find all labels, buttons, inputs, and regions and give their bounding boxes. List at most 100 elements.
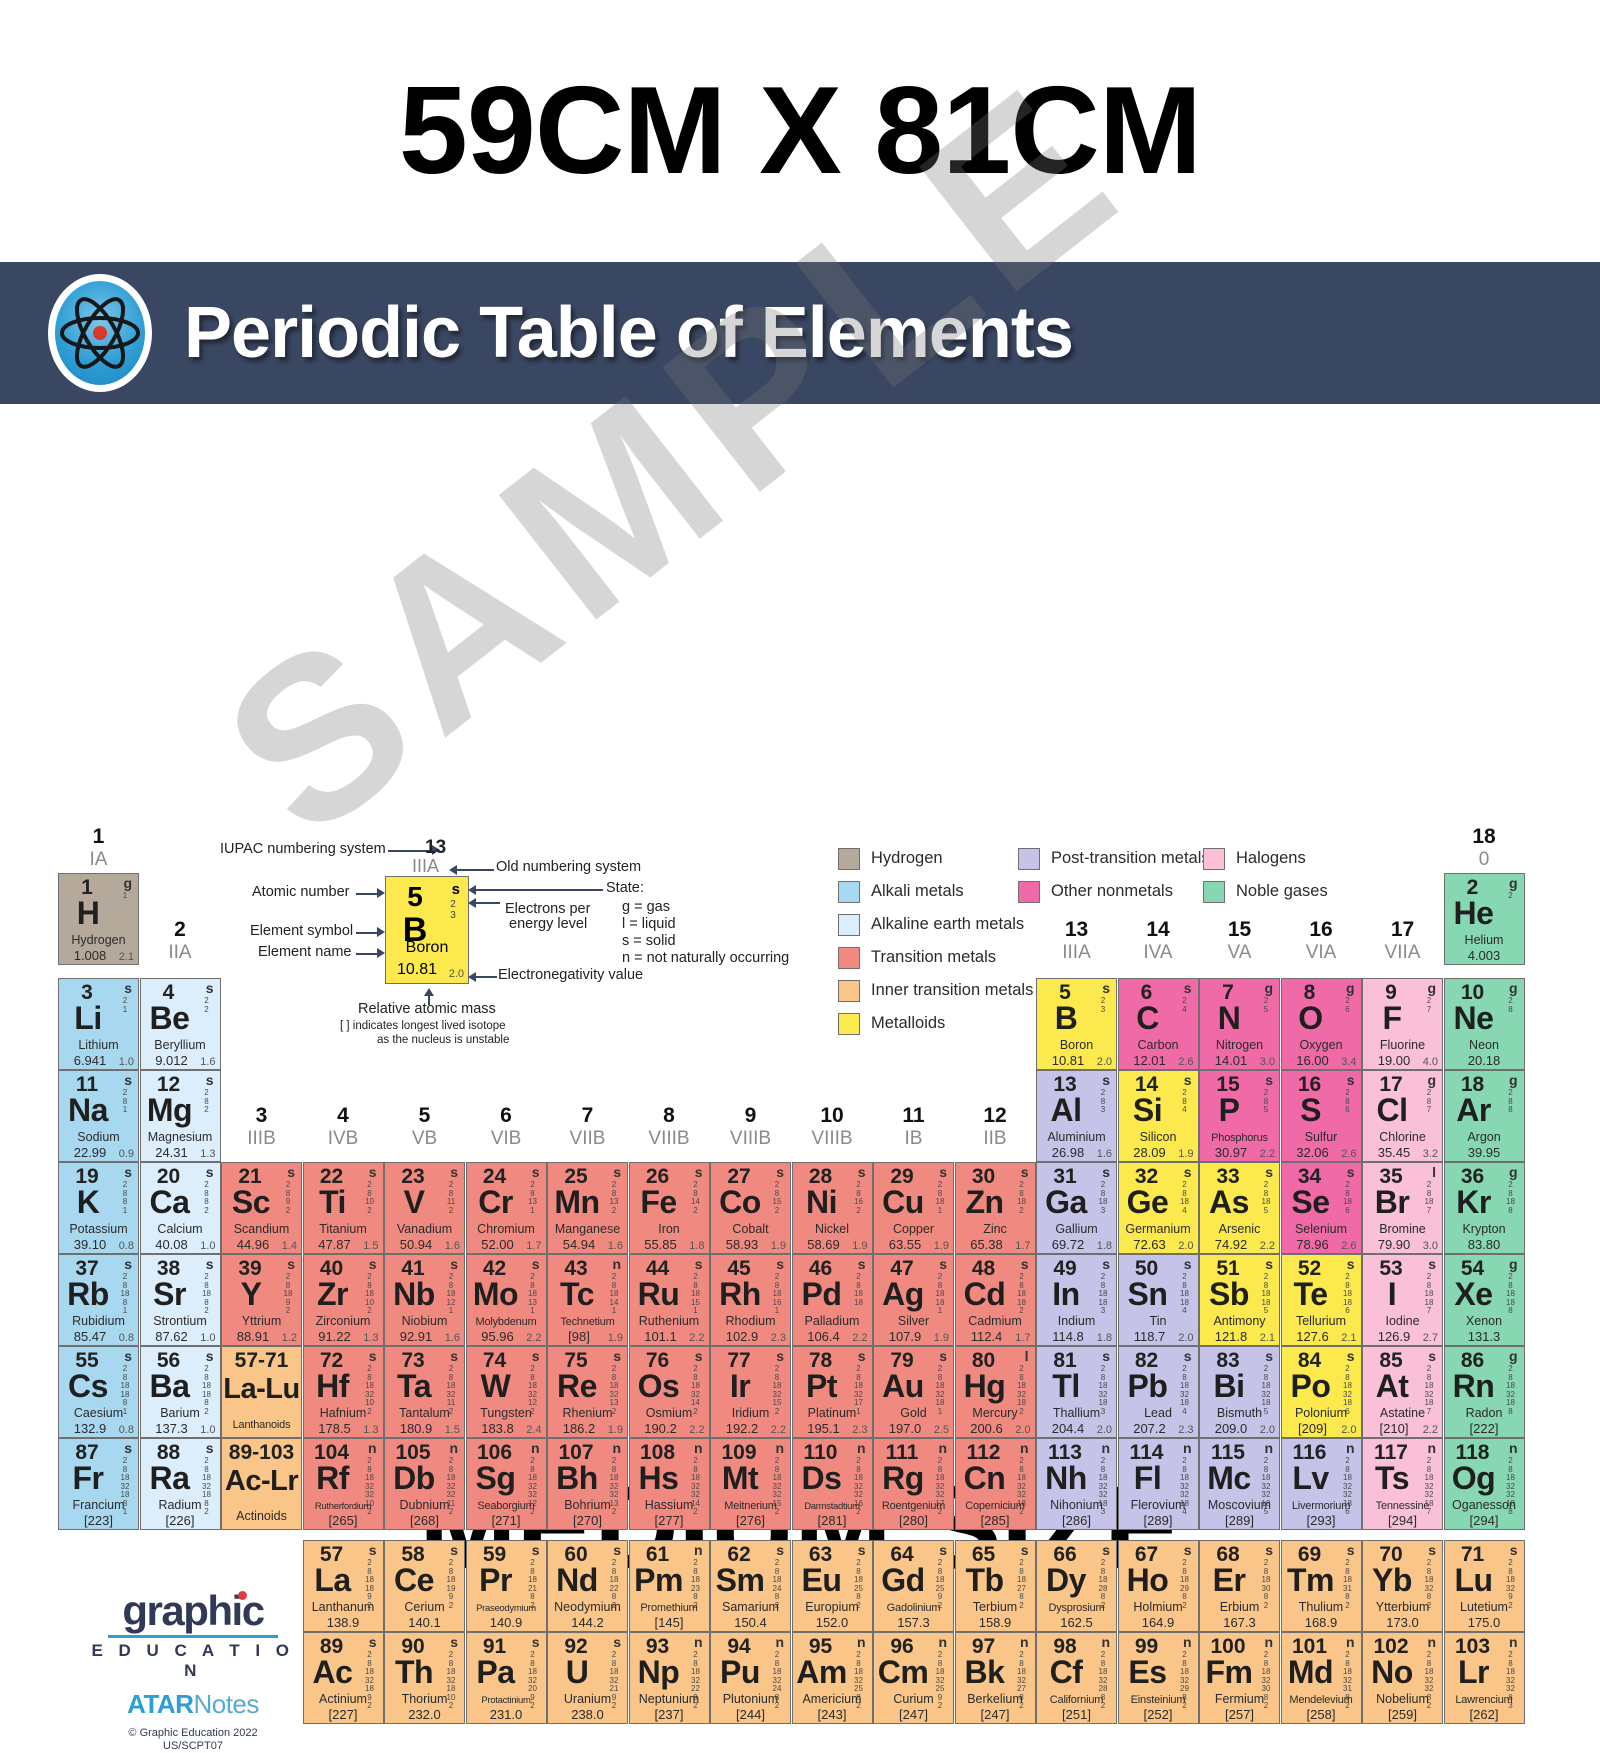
lanthanide-eu[interactable]: 63 s 2 8 18 25 8 2 Eu Europium 152.0: [791, 1540, 873, 1632]
element-c[interactable]: 6 s 2 4 C Carbon 12.01 2.6: [1117, 978, 1199, 1070]
element-hs[interactable]: 108 n 2 8 18 32 32 14 2 Hs Hassium [277]: [628, 1438, 710, 1530]
element-at[interactable]: 85 s 2 8 18 32 18 7 At Astatine [210] 2.2: [1362, 1346, 1443, 1438]
element-ne[interactable]: 10 g 2 8 Ne Neon 20.18: [1443, 978, 1525, 1070]
element-n[interactable]: 7 g 2 5 N Nitrogen 14.01 3.0: [1199, 978, 1280, 1070]
element-mt[interactable]: 109 n 2 8 18 32 32 15 2 Mt Meitnerium [276]: [710, 1438, 791, 1530]
element-ts[interactable]: 117 n 2 8 18 32 32 18 7 Ts Tennessine [294]: [1362, 1438, 1443, 1530]
lanthanide-la[interactable]: 57 s 2 8 18 18 9 2 La Lanthanum 138.9: [302, 1540, 384, 1632]
actinide-cm[interactable]: 96 n 2 8 18 32 25 9 2 Cm Curium [247]: [873, 1632, 954, 1724]
element-si[interactable]: 14 s 2 8 4 Si Silicon 28.09 1.9: [1117, 1070, 1199, 1162]
element-cl[interactable]: 17 g 2 8 7 Cl Chlorine 35.45 3.2: [1362, 1070, 1443, 1162]
element-cu[interactable]: 29 s 2 8 18 1 Cu Copper 63.55 1.9: [873, 1162, 954, 1254]
lanthanide-nd[interactable]: 60 s 2 8 18 22 8 2 Nd Neodymium 144.2: [547, 1540, 628, 1632]
element-ir[interactable]: 77 s 2 8 18 32 15 2 Ir Iridium 192.2 2.2: [710, 1346, 791, 1438]
element-sr[interactable]: 38 s 2 8 18 8 2 Sr Strontium 87.62 1.0: [139, 1254, 221, 1346]
element-mn[interactable]: 25 s 2 8 13 2 Mn Manganese 54.94 1.6: [547, 1162, 628, 1254]
element-fr[interactable]: 87 s 2 8 18 32 18 8 1 Fr Francium [223]: [58, 1438, 139, 1530]
element-cn[interactable]: 112 n 2 8 18 32 32 18 2 Cn Copernicium [285]: [954, 1438, 1036, 1530]
actinide-cf[interactable]: 98 n 2 8 18 32 28 8 2 Cf Californium [251]: [1036, 1632, 1117, 1724]
actinide-u[interactable]: 92 s 2 8 18 32 21 9 2 U Uranium 238.0: [547, 1632, 628, 1724]
actinide-no[interactable]: 102 n 2 8 18 32 32 8 2 No Nobelium [259]: [1362, 1632, 1443, 1724]
element-pt[interactable]: 78 s 2 8 18 32 17 1 Pt Platinum 195.1 2.3: [791, 1346, 873, 1438]
element-rn[interactable]: 86 g 2 8 18 32 18 8 Rn Radon [222]: [1443, 1346, 1525, 1438]
element-sg[interactable]: 106 n 2 8 18 32 32 12 2 Sg Seaborgium [271]: [465, 1438, 547, 1530]
element-lv[interactable]: 116 n 2 8 18 32 32 18 6 Lv Livermorium [293]: [1280, 1438, 1362, 1530]
element-bi[interactable]: 83 s 2 8 18 32 18 5 Bi Bismuth 209.0 2.0: [1199, 1346, 1280, 1438]
element-cd[interactable]: 48 s 2 8 18 18 2 Cd Cadmium 112.4 1.7: [954, 1254, 1036, 1346]
element-v[interactable]: 23 s 2 8 11 2 V Vanadium 50.94 1.6: [384, 1162, 465, 1254]
element-tc[interactable]: 43 n 2 8 18 14 1 Tc Technetium [98] 1.9: [547, 1254, 628, 1346]
element-tl[interactable]: 81 s 2 8 18 32 18 3 Tl Thallium 204.4 2.0: [1036, 1346, 1117, 1438]
actinide-pu[interactable]: 94 n 2 8 18 32 24 8 2 Pu Plutonium [244]: [710, 1632, 791, 1724]
element-ge[interactable]: 32 s 2 8 18 4 Ge Germanium 72.63 2.0: [1117, 1162, 1199, 1254]
element-se[interactable]: 34 s 2 8 18 6 Se Selenium 78.96 2.6: [1280, 1162, 1362, 1254]
actinide-es[interactable]: 99 n 2 8 18 32 29 8 2 Es Einsteinium [252]: [1117, 1632, 1199, 1724]
element-te[interactable]: 52 s 2 8 18 18 6 Te Tellurium 127.6 2.1: [1280, 1254, 1362, 1346]
element-ac-lr[interactable]: 89-103 Ac-Lr Actinoids: [221, 1438, 302, 1530]
element-na[interactable]: 11 s 2 8 1 Na Sodium 22.99 0.9: [58, 1070, 139, 1162]
element-mo[interactable]: 42 s 2 8 18 13 1 Mo Molybdenum 95.96 2.2: [465, 1254, 547, 1346]
element-sc[interactable]: 21 s 2 8 9 2 Sc Scandium 44.96 1.4: [221, 1162, 302, 1254]
lanthanide-ho[interactable]: 67 s 2 8 18 29 8 2 Ho Holmium 164.9: [1117, 1540, 1199, 1632]
element-he[interactable]: 2 g 2 He Helium 4.003: [1443, 873, 1525, 965]
element-be[interactable]: 4 s 2 2 Be Beryllium 9.012 1.6: [139, 978, 221, 1070]
element-mg[interactable]: 12 s 2 8 2 Mg Magnesium 24.31 1.3: [139, 1070, 221, 1162]
element-db[interactable]: 105 n 2 8 18 32 32 11 2 Db Dubnium [268]: [384, 1438, 465, 1530]
actinide-bk[interactable]: 97 n 2 8 18 32 27 8 2 Bk Berkelium [247]: [954, 1632, 1036, 1724]
element-h[interactable]: 1 g 1 H Hydrogen 1.008 2.1: [58, 873, 139, 965]
element-ra[interactable]: 88 s 2 8 18 32 18 8 2 Ra Radium [226]: [139, 1438, 221, 1530]
element-nh[interactable]: 113 n 2 8 18 32 32 18 3 Nh Nihonium [286]: [1036, 1438, 1117, 1530]
element-p[interactable]: 15 s 2 8 5 P Phosphorus 30.97 2.2: [1199, 1070, 1280, 1162]
actinide-md[interactable]: 101 n 2 8 18 32 31 8 2 Md Mendelevium [258]: [1280, 1632, 1362, 1724]
element-hf[interactable]: 72 s 2 8 18 32 10 2 Hf Hafnium 178.5 1.3: [302, 1346, 384, 1438]
element-y[interactable]: 39 s 2 8 18 9 2 Y Yttrium 88.91 1.2: [221, 1254, 302, 1346]
element-sb[interactable]: 51 s 2 8 18 18 5 Sb Antimony 121.8 2.1: [1199, 1254, 1280, 1346]
lanthanide-sm[interactable]: 62 s 2 8 18 24 8 2 Sm Samarium 150.4: [710, 1540, 791, 1632]
actinide-np[interactable]: 93 n 2 8 18 32 22 9 2 Np Neptunium [237]: [628, 1632, 710, 1724]
element-kr[interactable]: 36 g 2 8 18 8 Kr Krypton 83.80: [1443, 1162, 1525, 1254]
element-in[interactable]: 49 s 2 8 18 18 3 In Indium 114.8 1.8: [1036, 1254, 1117, 1346]
element-f[interactable]: 9 g 2 7 F Fluorine 19.00 4.0: [1362, 978, 1443, 1070]
element-xe[interactable]: 54 g 2 8 18 18 8 Xe Xenon 131.3: [1443, 1254, 1525, 1346]
element-hg[interactable]: 80 l 2 8 18 32 18 2 Hg Mercury 200.6 2.0: [954, 1346, 1036, 1438]
element-zn[interactable]: 30 s 2 8 18 2 Zn Zinc 65.38 1.7: [954, 1162, 1036, 1254]
lanthanide-tb[interactable]: 65 s 2 8 18 27 8 2 Tb Terbium 158.9: [954, 1540, 1036, 1632]
element-pd[interactable]: 46 s 2 8 18 18 Pd Palladium 106.4 2.2: [791, 1254, 873, 1346]
element-ni[interactable]: 28 s 2 8 16 2 Ni Nickel 58.69 1.9: [791, 1162, 873, 1254]
element-ta[interactable]: 73 s 2 8 18 32 11 2 Ta Tantalum 180.9 1.5: [384, 1346, 465, 1438]
element-au[interactable]: 79 s 2 8 18 32 18 1 Au Gold 197.0 2.5: [873, 1346, 954, 1438]
lanthanide-yb[interactable]: 70 s 2 8 18 32 8 2 Yb Ytterbium 173.0: [1362, 1540, 1443, 1632]
element-zr[interactable]: 40 s 2 8 18 10 2 Zr Zirconium 91.22 1.3: [302, 1254, 384, 1346]
element-mc[interactable]: 115 n 2 8 18 32 32 18 5 Mc Moscovium [289]: [1199, 1438, 1280, 1530]
element-i[interactable]: 53 s 2 8 18 18 7 I Iodine 126.9 2.7: [1362, 1254, 1443, 1346]
element-os[interactable]: 76 s 2 8 18 32 14 2 Os Osmium 190.2 2.2: [628, 1346, 710, 1438]
element-s[interactable]: 16 s 2 8 6 S Sulfur 32.06 2.6: [1280, 1070, 1362, 1162]
element-rb[interactable]: 37 s 2 8 18 8 1 Rb Rubidium 85.47 0.8: [58, 1254, 139, 1346]
element-ga[interactable]: 31 s 2 8 18 3 Ga Gallium 69.72 1.8: [1036, 1162, 1117, 1254]
actinide-pa[interactable]: 91 s 2 8 18 32 20 9 2 Pa Protactinium 231.0: [465, 1632, 547, 1724]
element-cr[interactable]: 24 s 2 8 13 1 Cr Chromium 52.00 1.7: [465, 1162, 547, 1254]
element-co[interactable]: 27 s 2 8 15 2 Co Cobalt 58.93 1.9: [710, 1162, 791, 1254]
element-pb[interactable]: 82 s 2 8 18 32 18 4 Pb Lead 207.2 2.3: [1117, 1346, 1199, 1438]
element-b[interactable]: 5 s 2 3 B Boron 10.81 2.0: [1036, 978, 1117, 1070]
element-re[interactable]: 75 s 2 8 18 32 13 2 Re Rhenium 186.2 1.9: [547, 1346, 628, 1438]
lanthanide-lu[interactable]: 71 s 2 8 18 32 9 2 Lu Lutetium 175.0: [1443, 1540, 1525, 1632]
element-fl[interactable]: 114 n 2 8 18 32 32 18 4 Fl Flerovium [289]: [1117, 1438, 1199, 1530]
element-ti[interactable]: 22 s 2 8 10 2 Ti Titanium 47.87 1.5: [302, 1162, 384, 1254]
actinide-lr[interactable]: 103 n 2 8 18 32 32 8 3 Lr Lawrencium [262]: [1443, 1632, 1525, 1724]
element-as[interactable]: 33 s 2 8 18 5 As Arsenic 74.92 2.2: [1199, 1162, 1280, 1254]
lanthanide-gd[interactable]: 64 s 2 8 18 25 9 2 Gd Gadolinium 157.3: [873, 1540, 954, 1632]
lanthanide-er[interactable]: 68 s 2 8 18 30 8 2 Er Erbium 167.3: [1199, 1540, 1280, 1632]
actinide-am[interactable]: 95 n 2 8 18 32 25 8 2 Am Americium [243]: [791, 1632, 873, 1724]
element-la-lu[interactable]: 57-71 La-Lu Lanthanoids: [221, 1346, 302, 1438]
actinide-fm[interactable]: 100 n 2 8 18 32 30 8 2 Fm Fermium [257]: [1199, 1632, 1280, 1724]
element-ba[interactable]: 56 s 2 8 18 18 8 2 Ba Barium 137.3 1.0: [139, 1346, 221, 1438]
element-li[interactable]: 3 s 2 1 Li Lithium 6.941 1.0: [58, 978, 139, 1070]
element-rh[interactable]: 45 s 2 8 18 16 1 Rh Rhodium 102.9 2.3: [710, 1254, 791, 1346]
element-ag[interactable]: 47 s 2 8 18 18 1 Ag Silver 107.9 1.9: [873, 1254, 954, 1346]
element-cs[interactable]: 55 s 2 8 18 18 8 1 Cs Caesium 132.9 0.8: [58, 1346, 139, 1438]
lanthanide-dy[interactable]: 66 s 2 8 18 28 8 2 Dy Dysprosium 162.5: [1036, 1540, 1117, 1632]
element-al[interactable]: 13 s 2 8 3 Al Aluminium 26.98 1.6: [1036, 1070, 1117, 1162]
element-og[interactable]: 118 n 2 8 18 32 32 18 8 Og Oganesson [294]: [1443, 1438, 1525, 1530]
element-rf[interactable]: 104 n 2 8 18 32 32 10 2 Rf Rutherfordium [265]: [302, 1438, 384, 1530]
